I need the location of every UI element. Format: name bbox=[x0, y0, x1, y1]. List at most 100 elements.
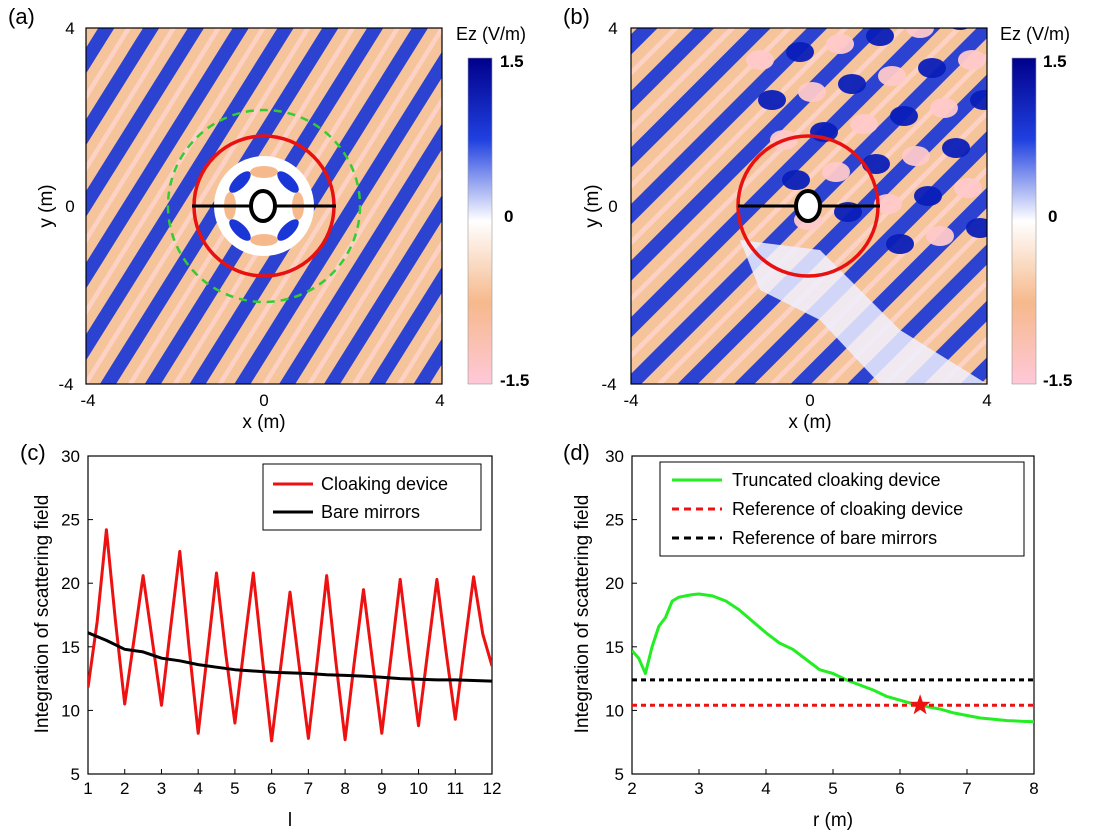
panel-c-legend-box bbox=[262, 463, 482, 531]
x-tick-label: 11 bbox=[446, 779, 464, 798]
panel-a-colorbar-min: -1.5 bbox=[500, 371, 529, 390]
panel-d-legend-label: Reference of bare mirrors bbox=[732, 528, 937, 548]
panel-c-legend-label: Cloaking device bbox=[321, 474, 448, 494]
panel-d-legend: Truncated cloaking device Reference of c… bbox=[659, 461, 1025, 557]
interference-spot bbox=[914, 186, 942, 206]
wavefront-blue bbox=[86, 28, 325, 384]
panel-d-legend-label: Truncated cloaking device bbox=[732, 470, 940, 490]
x-tick-label: 10 bbox=[409, 779, 428, 798]
panel-a-truncation-circle bbox=[166, 108, 362, 304]
wavefront-blue bbox=[743, 140, 987, 384]
x-tick-label: 5 bbox=[230, 779, 239, 798]
panel-b-colorbar bbox=[1011, 57, 1037, 385]
interference-spot bbox=[902, 146, 930, 166]
panel-b-colorbar-max: 1.5 bbox=[1043, 52, 1067, 71]
x-tick-label: 3 bbox=[694, 779, 703, 798]
interference-spot bbox=[826, 34, 854, 54]
inner-lobe bbox=[250, 166, 278, 178]
panel-b-label: (b) bbox=[563, 4, 590, 29]
inner-lobe bbox=[229, 171, 251, 193]
panel-d: (d) 2 3 4 5 6 7 8 5 10 15 20 25 30 Truncated cloakin… bbox=[563, 440, 1039, 831]
wavefront-blue bbox=[631, 28, 846, 243]
panel-a-colorbar-title: Ez (V/m) bbox=[456, 24, 526, 44]
y-tick-label: 15 bbox=[61, 638, 80, 657]
panel-b-ytick: -4 bbox=[601, 375, 616, 394]
panel-b-object bbox=[794, 189, 822, 223]
interference-spot bbox=[966, 218, 987, 238]
wavefront-pink bbox=[86, 28, 240, 338]
y-tick-label: 20 bbox=[605, 574, 624, 593]
panel-c-legend-label: Bare mirrors bbox=[321, 502, 420, 522]
panel-b-ylabel: y (m) bbox=[582, 184, 603, 227]
wavefront-blue bbox=[207, 0, 620, 16]
x-tick-label: 6 bbox=[267, 779, 276, 798]
panel-a-colorbar-mid: 0 bbox=[504, 207, 513, 226]
x-tick-label: 7 bbox=[304, 779, 313, 798]
wavefront-blue bbox=[631, 28, 931, 328]
interference-spot bbox=[874, 194, 902, 214]
x-tick-label: 2 bbox=[120, 779, 129, 798]
panel-a-colorbar bbox=[467, 57, 493, 385]
panel-a-xtick: 0 bbox=[259, 391, 268, 410]
panel-b-xtick: 4 bbox=[982, 391, 991, 410]
wavefront-pink bbox=[733, 130, 987, 384]
panel-a-ylabel: y (m) bbox=[36, 184, 57, 227]
wavefront-pink bbox=[256, 53, 442, 384]
panel-c-plot-area bbox=[88, 528, 492, 743]
wavefront-blue bbox=[631, 28, 987, 384]
interference-spot bbox=[970, 90, 987, 110]
wavefront-blue bbox=[203, 28, 442, 384]
y-tick-label: 30 bbox=[605, 447, 624, 466]
wavefront-blue bbox=[236, 41, 442, 384]
wavefront-pink bbox=[631, 28, 970, 367]
interference-spot bbox=[958, 50, 986, 70]
panel-b-xlabel: x (m) bbox=[788, 412, 831, 433]
interference-spot bbox=[878, 66, 906, 86]
y-tick-label: 5 bbox=[615, 765, 624, 784]
y-tick-label: 5 bbox=[71, 765, 80, 784]
panel-d-axes: 2 3 4 5 6 7 8 5 10 15 20 25 30 bbox=[605, 447, 1039, 798]
panel-b-xtick: -4 bbox=[623, 391, 638, 410]
panel-a-xtick: 4 bbox=[435, 391, 444, 410]
x-tick-label: 6 bbox=[895, 779, 904, 798]
wavefront-blue bbox=[772, 169, 987, 384]
series-line bbox=[632, 592, 1034, 724]
wavefront-pink bbox=[631, 28, 987, 384]
wavefront-pink bbox=[631, 28, 942, 339]
panel-b-colorbar-mid: 0 bbox=[1048, 207, 1057, 226]
wavefront-blue bbox=[631, 28, 875, 272]
wavefront-blue bbox=[0, 0, 2, 189]
panel-b-colorbar-min: -1.5 bbox=[1043, 371, 1072, 390]
interference-spot bbox=[954, 178, 982, 198]
wavefront-pink bbox=[631, 28, 885, 282]
x-tick-label: 8 bbox=[1029, 779, 1038, 798]
wavefront-blue bbox=[631, 28, 959, 356]
panel-b-interference-spots bbox=[746, 28, 987, 254]
panel-a-xlabel: x (m) bbox=[242, 412, 285, 433]
panel-a-label: (a) bbox=[8, 4, 35, 29]
interference-spot bbox=[758, 90, 786, 110]
interference-spot bbox=[850, 114, 878, 134]
panel-a-xtick: -4 bbox=[80, 391, 95, 410]
interference-spot bbox=[866, 28, 894, 46]
panel-a-ytick: 0 bbox=[65, 197, 74, 216]
y-tick-label: 30 bbox=[61, 447, 80, 466]
panel-b-ytick: 4 bbox=[608, 19, 617, 38]
wavefront-blue bbox=[86, 28, 357, 384]
wavefront-blue bbox=[86, 28, 260, 351]
panel-a-colorbar-max: 1.5 bbox=[500, 52, 524, 71]
interference-spot bbox=[886, 234, 914, 254]
panel-a-ytick: 4 bbox=[65, 19, 74, 38]
panel-a-object bbox=[249, 189, 277, 223]
wavefront-blue bbox=[171, 28, 442, 384]
x-tick-label: 4 bbox=[193, 779, 202, 798]
panel-c-xlabel: l bbox=[288, 810, 292, 831]
panel-d-label: (d) bbox=[563, 440, 590, 465]
y-tick-label: 15 bbox=[605, 638, 624, 657]
y-tick-label: 10 bbox=[605, 701, 624, 720]
x-tick-label: 5 bbox=[828, 779, 837, 798]
inner-lobe bbox=[277, 171, 299, 193]
wavefront-pink bbox=[676, 73, 987, 384]
